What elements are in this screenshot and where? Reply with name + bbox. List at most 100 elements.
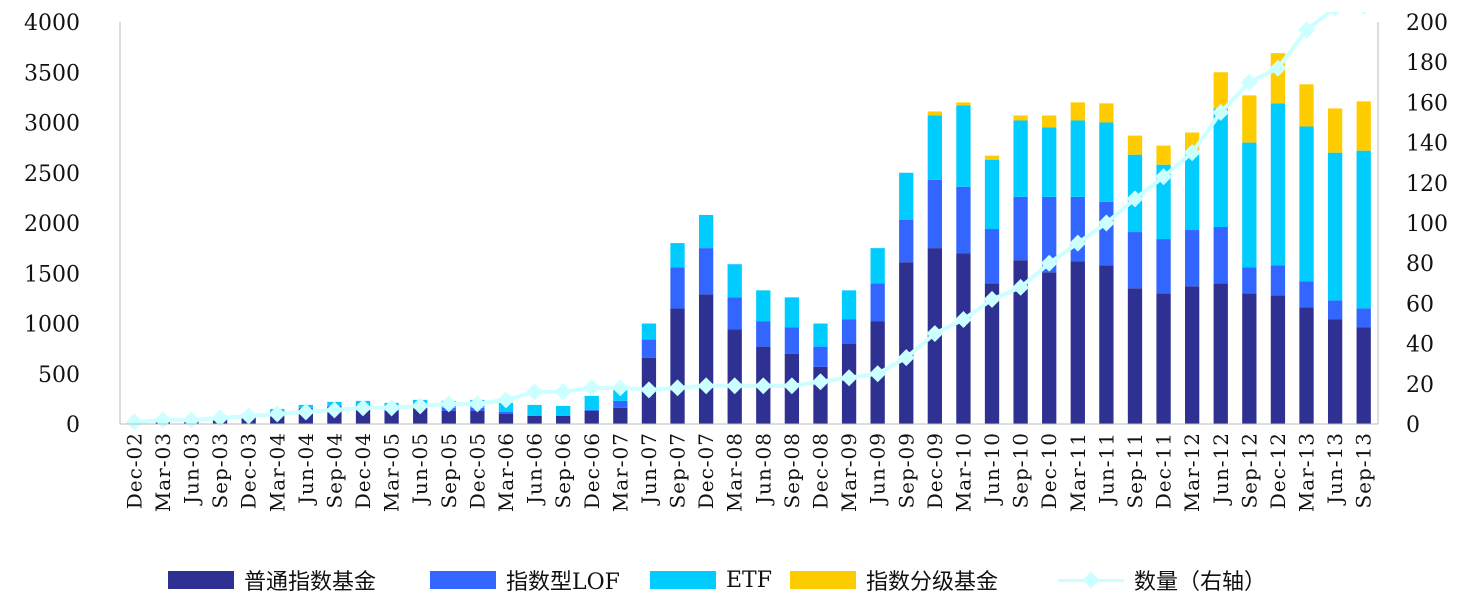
- x-tick-16: Dec-06: [580, 432, 604, 509]
- bar-0-21: [727, 329, 742, 424]
- x-tick-9: Mar-05: [380, 432, 404, 512]
- bar-2-39: [1242, 142, 1257, 268]
- bar-3-34: [1099, 103, 1114, 123]
- bar-0-36: [1156, 293, 1171, 424]
- bar-0-32: [1042, 272, 1057, 424]
- bar-1-24: [813, 346, 828, 367]
- y-right-tick-5: 100: [1406, 212, 1448, 237]
- x-tick-29: Mar-10: [951, 432, 975, 512]
- bar-3-31: [1013, 115, 1028, 121]
- x-tick-40: Dec-12: [1266, 432, 1290, 509]
- bar-0-38: [1213, 283, 1228, 424]
- bar-3-33: [1070, 102, 1085, 121]
- x-tick-7: Sep-04: [322, 432, 346, 509]
- y-right-tick-7: 140: [1406, 132, 1448, 157]
- bar-1-43: [1356, 308, 1371, 328]
- legend-item-1: 指数型LOF: [430, 566, 620, 595]
- bar-2-14: [527, 404, 542, 416]
- x-tick-10: Jun-05: [408, 432, 432, 506]
- bar-1-30: [984, 229, 1000, 284]
- line-point-2: [182, 411, 200, 429]
- bar-2-22: [756, 290, 771, 322]
- bar-3-35: [1127, 135, 1143, 155]
- x-tick-12: Dec-05: [465, 432, 489, 509]
- bar-1-42: [1327, 300, 1343, 320]
- bar-2-32: [1042, 127, 1057, 197]
- x-tick-41: Mar-13: [1295, 432, 1319, 512]
- y-left-tick-6: 3000: [24, 112, 80, 137]
- bar-2-23: [784, 297, 800, 328]
- x-tick-25: Mar-09: [837, 432, 861, 512]
- y-left-tick-5: 2500: [24, 162, 80, 187]
- legend-item-0: 普通指数基金: [168, 566, 376, 595]
- legend-label-3: 指数分级基金: [866, 570, 999, 595]
- bar-2-21: [727, 264, 742, 298]
- bar-3-42: [1327, 108, 1343, 153]
- bar-2-34: [1099, 122, 1114, 202]
- bar-1-40: [1270, 265, 1286, 296]
- bar-0-39: [1242, 293, 1257, 424]
- legend: 普通指数基金 指数型LOF ETF 指数分级基金 数量（右轴）: [0, 560, 1470, 600]
- x-tick-38: Jun-12: [1209, 432, 1233, 506]
- bar-1-23: [784, 327, 800, 354]
- bar-0-10: [413, 407, 428, 424]
- line-point-23: [783, 377, 801, 395]
- bar-0-13: [498, 413, 514, 424]
- line-point-14: [526, 383, 544, 401]
- bar-2-18: [641, 323, 657, 340]
- bar-0-29: [956, 253, 971, 424]
- line-point-26: [869, 365, 887, 383]
- y-right-tick-4: 80: [1406, 252, 1434, 277]
- bar-1-13: [498, 411, 514, 414]
- x-tick-2: Jun-03: [179, 432, 203, 506]
- x-tick-22: Jun-08: [751, 432, 775, 506]
- bar-1-27: [899, 219, 914, 263]
- bar-2-25: [841, 290, 857, 320]
- line-point-10: [411, 397, 429, 415]
- bar-0-41: [1299, 307, 1314, 424]
- bar-0-9: [384, 410, 399, 424]
- line-group: [125, 12, 1373, 431]
- x-tick-5: Mar-04: [265, 432, 289, 512]
- bar-1-37: [1185, 230, 1200, 287]
- y-right-tick-3: 60: [1406, 292, 1434, 317]
- x-tick-14: Jun-06: [523, 432, 547, 506]
- x-tick-4: Dec-03: [237, 432, 261, 509]
- x-tick-23: Sep-08: [780, 432, 804, 509]
- x-tick-20: Dec-07: [694, 432, 718, 509]
- bar-0-12: [470, 410, 485, 424]
- bar-1-32: [1042, 196, 1057, 273]
- bar-1-25: [841, 319, 857, 344]
- x-tick-39: Sep-12: [1237, 432, 1261, 509]
- bar-1-36: [1156, 239, 1171, 294]
- legend-swatch-1: [430, 571, 496, 589]
- x-tick-26: Jun-09: [866, 432, 890, 506]
- x-tick-0: Dec-02: [122, 432, 146, 509]
- bar-2-40: [1270, 103, 1286, 266]
- bar-3-39: [1242, 95, 1257, 143]
- x-tick-6: Jun-04: [294, 432, 318, 506]
- x-tick-30: Jun-10: [980, 432, 1004, 506]
- bar-1-21: [727, 297, 742, 330]
- x-tick-3: Sep-03: [208, 432, 232, 509]
- bar-0-11: [441, 410, 456, 424]
- bar-2-41: [1299, 126, 1314, 282]
- bar-1-29: [956, 186, 971, 254]
- bar-1-34: [1099, 201, 1114, 266]
- line-point-16: [583, 379, 601, 397]
- legend-label-1: 指数型LOF: [506, 570, 620, 595]
- bar-3-41: [1299, 84, 1314, 127]
- line-point-4: [240, 407, 258, 425]
- x-tick-1: Mar-03: [151, 432, 175, 512]
- y-right-tick-2: 40: [1406, 333, 1434, 358]
- bar-2-15: [556, 405, 571, 416]
- x-tick-34: Jun-11: [1094, 432, 1118, 506]
- bar-0-15: [556, 415, 571, 424]
- bar-0-42: [1327, 319, 1343, 424]
- line-point-28: [926, 325, 944, 343]
- bar-2-16: [584, 395, 599, 410]
- bar-2-28: [927, 115, 942, 180]
- y-right-tick-9: 180: [1406, 51, 1448, 76]
- bar-1-16: [584, 409, 599, 411]
- line-point-30: [983, 290, 1001, 308]
